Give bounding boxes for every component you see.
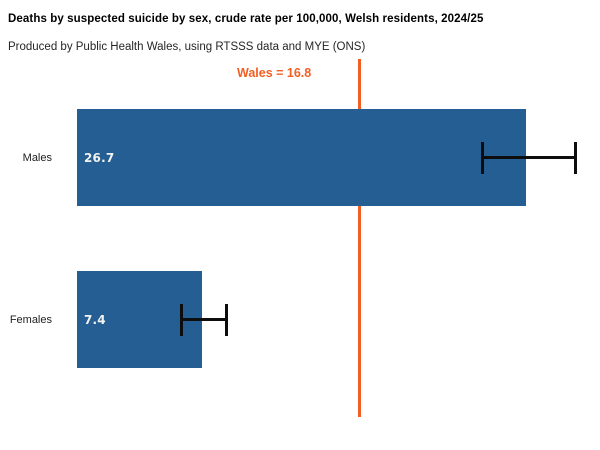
error-bar-cap-right — [573, 141, 577, 174]
error-bar-females — [179, 303, 229, 336]
error-bar-cap-right — [225, 303, 229, 336]
chart-title: Deaths by suspected suicide by sex, crud… — [8, 13, 484, 25]
category-label-females: Females — [9, 313, 52, 326]
error-bar-line — [480, 156, 577, 159]
error-bar-males — [480, 141, 577, 174]
bar-row-females: Females 7.4 — [0, 271, 600, 368]
bar-value-females: 7.4 — [84, 312, 106, 327]
reference-line-label: Wales = 16.8 — [237, 66, 312, 80]
bar-males: 26.7 — [77, 109, 527, 206]
error-bar-line — [179, 318, 229, 321]
reference-line — [358, 59, 361, 417]
bar-row-males: Males 26.7 — [0, 109, 600, 206]
bar-value-males: 26.7 — [84, 150, 115, 165]
category-label-males: Males — [22, 151, 52, 164]
chart-subtitle: Produced by Public Health Wales, using R… — [8, 41, 366, 53]
